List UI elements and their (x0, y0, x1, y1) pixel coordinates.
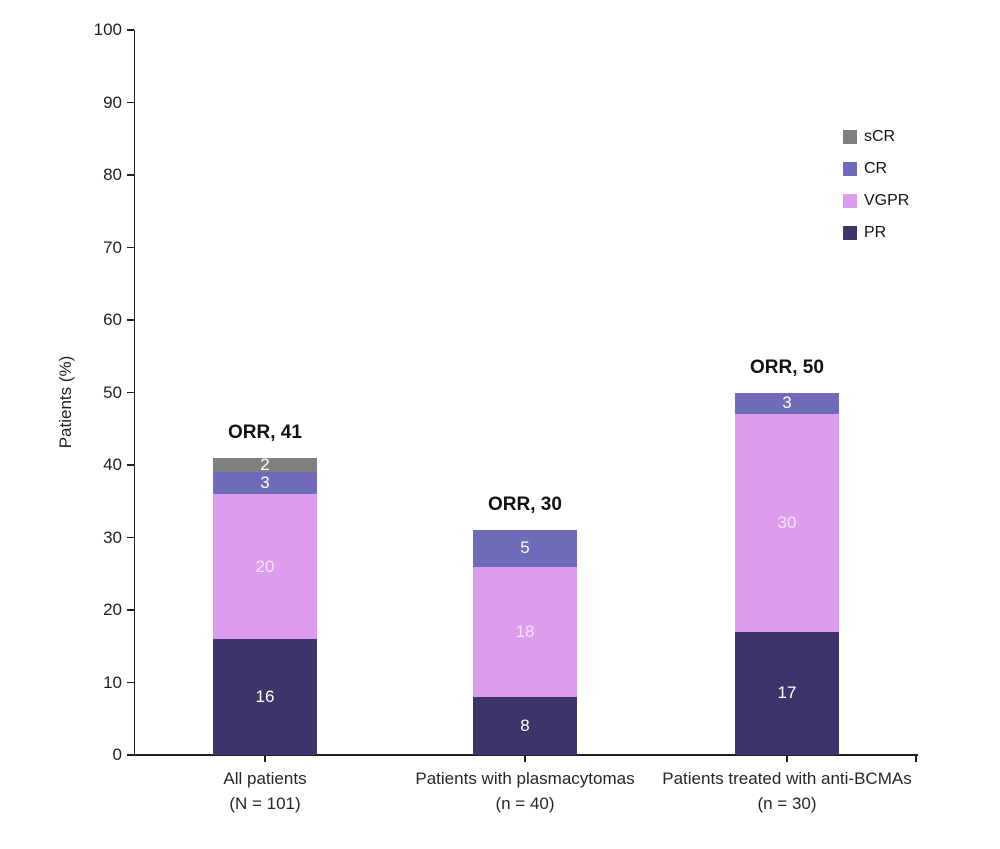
bar-segment-vgpr-0: 20 (213, 494, 317, 639)
legend-swatch-cr (843, 162, 857, 176)
legend-item-pr: PR (843, 223, 909, 255)
legend-label-vgpr: VGPR (864, 192, 910, 209)
bar-segment-pr-0: 16 (213, 639, 317, 755)
legend-swatch-scr (843, 130, 857, 144)
y-tick-mark (126, 609, 134, 611)
x-category-label-1: Patients with plasmacytomas (n = 40) (375, 766, 675, 816)
legend: sCR CR VGPR PR (843, 127, 909, 255)
segment-value-label: 30 (777, 513, 797, 532)
y-tick-mark (126, 754, 134, 756)
y-tick-label: 100 (93, 20, 122, 39)
legend-swatch-vgpr (843, 194, 857, 208)
segment-value-label: 2 (260, 455, 270, 474)
y-tick-mark (126, 536, 134, 539)
y-tick-label: 40 (103, 455, 122, 474)
x-category-count: (N = 101) (229, 794, 301, 813)
y-tick-mark (126, 29, 134, 31)
y-tick-mark (126, 391, 134, 394)
y-tick-label: 70 (103, 237, 122, 257)
y-tick-label: 80 (103, 165, 122, 184)
x-category-label-2: Patients treated with anti-BCMAs (n = 30) (637, 766, 937, 816)
x-tick-mark (786, 754, 788, 762)
segment-value-label: 17 (777, 683, 797, 703)
y-tick-label: 0 (112, 745, 122, 764)
y-tick-mark (126, 319, 134, 321)
y-tick-label: 90 (103, 92, 122, 112)
y-tick-mark (126, 681, 134, 684)
segment-value-label: 16 (255, 687, 275, 706)
bar-segment-vgpr-2: 30 (735, 414, 839, 632)
y-tick-mark (126, 464, 134, 466)
y-tick-label: 60 (103, 310, 122, 329)
x-tick-mark (264, 754, 266, 762)
segment-value-label: 20 (255, 556, 275, 576)
legend-item-vgpr: VGPR (843, 191, 909, 223)
bar-segment-scr-0: 2 (213, 455, 317, 474)
x-category-name: Patients treated with anti-BCMAs (662, 769, 912, 788)
orr-annotation-0: ORR, 41 (228, 421, 302, 443)
bar-segment-vgpr-1: 18 (473, 566, 577, 697)
y-tick-mark (126, 174, 134, 176)
x-category-label-0: All patients (N = 101) (115, 766, 415, 816)
x-category-count: (n = 40) (495, 794, 555, 813)
legend-label-scr: sCR (864, 128, 896, 145)
legend-item-cr: CR (843, 159, 909, 191)
bar-segment-pr-1: 8 (473, 697, 577, 755)
orr-annotation-1: ORR, 30 (488, 494, 562, 516)
y-tick-mark (126, 246, 134, 249)
x-category-name: All patients (223, 769, 307, 788)
x-category-count: (n = 30) (757, 794, 817, 813)
orr-annotation-2: ORR, 50 (750, 356, 824, 378)
segment-value-label: 3 (782, 393, 792, 413)
y-tick-label: 20 (103, 600, 122, 619)
legend-swatch-pr (843, 226, 857, 240)
bar-segment-cr-1: 5 (473, 530, 577, 567)
y-tick-mark (126, 101, 134, 104)
y-axis-spine (133, 30, 135, 756)
y-tick-label: 10 (103, 672, 122, 692)
y-axis-title: Patients (%) (56, 355, 75, 449)
bar-segment-pr-2: 17 (735, 631, 839, 755)
segment-value-label: 3 (260, 473, 270, 493)
segment-value-label: 8 (520, 716, 530, 735)
segment-value-label: 5 (520, 538, 530, 558)
y-tick-label: 30 (103, 527, 122, 547)
x-category-name: Patients with plasmacytomas (415, 769, 635, 788)
x-tick-mark (524, 754, 526, 762)
legend-label-pr: PR (864, 224, 887, 241)
x-tick-mark (915, 754, 917, 762)
bar-segment-cr-2: 3 (735, 392, 839, 415)
bar-segment-cr-0: 3 (213, 472, 317, 494)
y-tick-label: 50 (103, 382, 122, 402)
legend-item-scr: sCR (843, 127, 909, 159)
legend-label-cr: CR (864, 160, 888, 177)
segment-value-label: 18 (515, 621, 535, 641)
